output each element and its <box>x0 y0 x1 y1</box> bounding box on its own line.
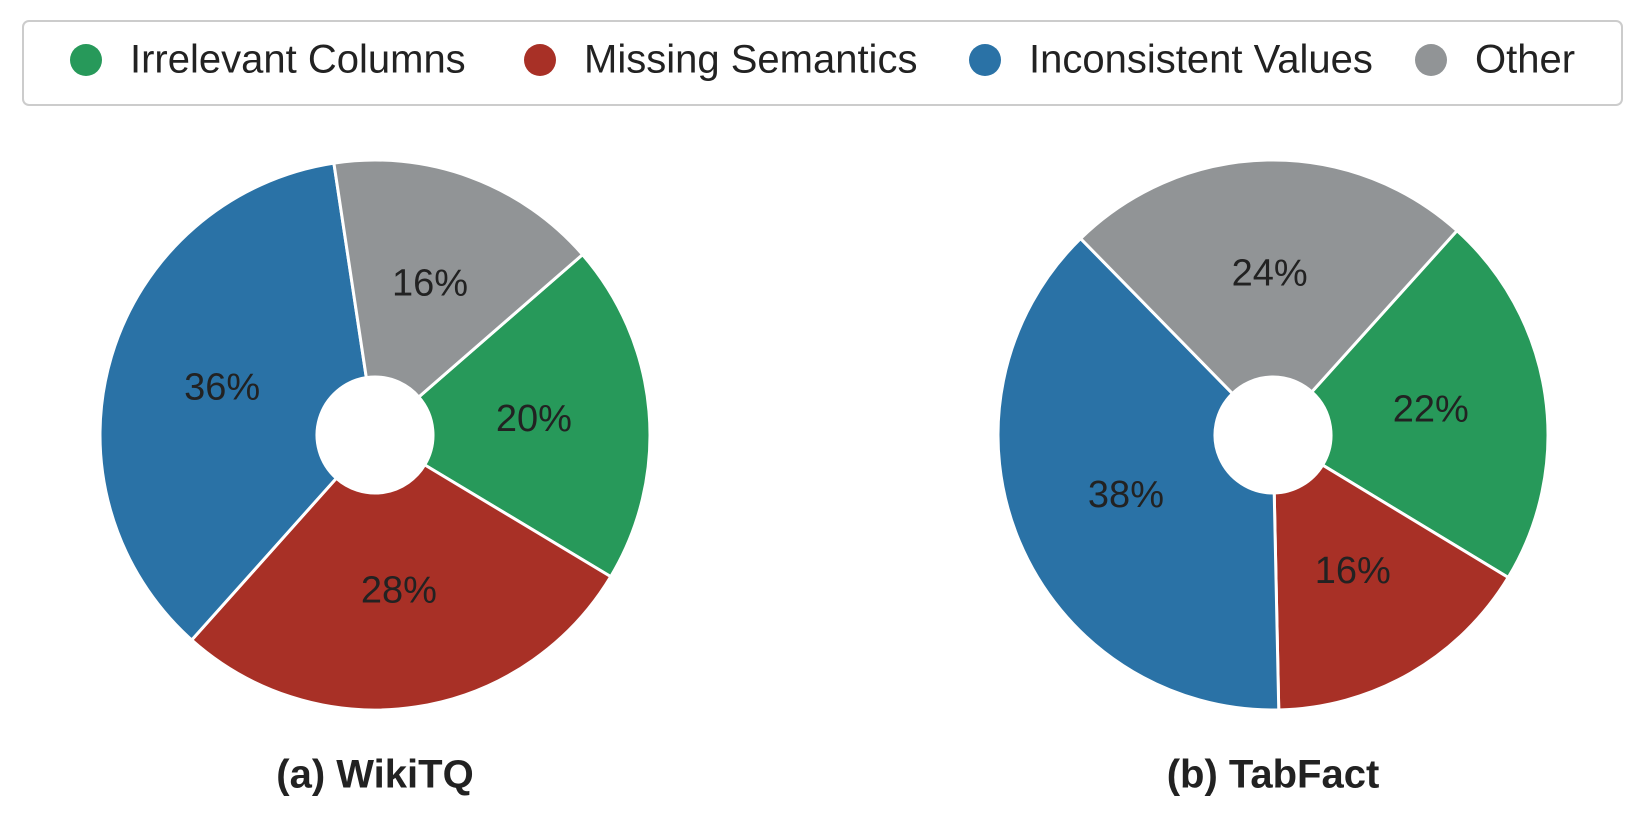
value-label: 16% <box>1315 550 1391 592</box>
value-label: 38% <box>1088 474 1164 516</box>
pie-wedge <box>189 462 613 712</box>
legend-box <box>22 20 1623 106</box>
value-label: 16% <box>392 262 468 304</box>
pie-wedge <box>98 161 369 643</box>
legend-text: Irrelevant Columns <box>130 38 466 82</box>
value-label: 22% <box>1393 389 1469 431</box>
legend-text: Missing Semantics <box>584 38 917 82</box>
legend-marker <box>524 44 556 76</box>
legend-marker <box>969 44 1001 76</box>
value-label: 20% <box>496 398 572 440</box>
legend-text: Inconsistent Values <box>1029 38 1373 82</box>
chart-title: (b) TabFact <box>1167 753 1380 797</box>
pie-wedge <box>332 158 585 400</box>
chart-title: (a) WikiTQ <box>276 753 473 797</box>
pie-wedge <box>1078 158 1460 396</box>
legend-text: Other <box>1475 38 1575 82</box>
pie-wedge <box>1272 462 1511 712</box>
legend-marker <box>70 44 102 76</box>
legend-marker <box>1415 44 1447 76</box>
value-label: 28% <box>361 570 437 612</box>
pie-wedge <box>1309 228 1550 580</box>
value-label: 24% <box>1232 253 1308 295</box>
pie-wedge <box>416 252 652 579</box>
pie-wedge <box>996 236 1281 712</box>
value-label: 36% <box>184 366 260 408</box>
